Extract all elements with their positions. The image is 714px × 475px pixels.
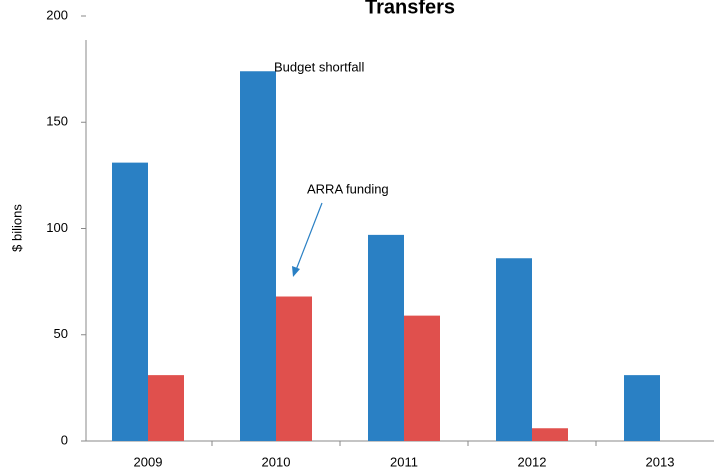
x-tick-label: 2011 bbox=[390, 454, 418, 469]
bar bbox=[404, 315, 440, 441]
bar bbox=[368, 234, 404, 441]
y-tick-label: 0 bbox=[61, 432, 68, 447]
bar bbox=[624, 375, 660, 441]
y-tick-label: 200 bbox=[46, 7, 68, 22]
bar bbox=[112, 162, 148, 441]
bar bbox=[532, 428, 568, 441]
bar bbox=[276, 296, 312, 441]
bar bbox=[240, 71, 276, 441]
x-tick-label: 2009 bbox=[134, 454, 163, 469]
annotation-arrow bbox=[295, 202, 323, 271]
bar bbox=[496, 258, 532, 441]
annotation-arrowhead bbox=[292, 266, 300, 277]
x-tick-label: 2010 bbox=[262, 454, 291, 469]
x-tick-label: 2013 bbox=[646, 454, 675, 469]
y-tick-label: 50 bbox=[54, 326, 68, 341]
y-tick-label: 100 bbox=[46, 220, 68, 235]
annotation: ARRA funding bbox=[307, 181, 389, 196]
chart-title: Transfers bbox=[365, 0, 455, 18]
annotation: Budget shortfall bbox=[274, 60, 364, 75]
y-axis-label: $ bilions bbox=[9, 204, 24, 252]
y-tick-label: 150 bbox=[46, 114, 68, 129]
bar bbox=[148, 375, 184, 441]
x-tick-label: 2012 bbox=[518, 454, 547, 469]
